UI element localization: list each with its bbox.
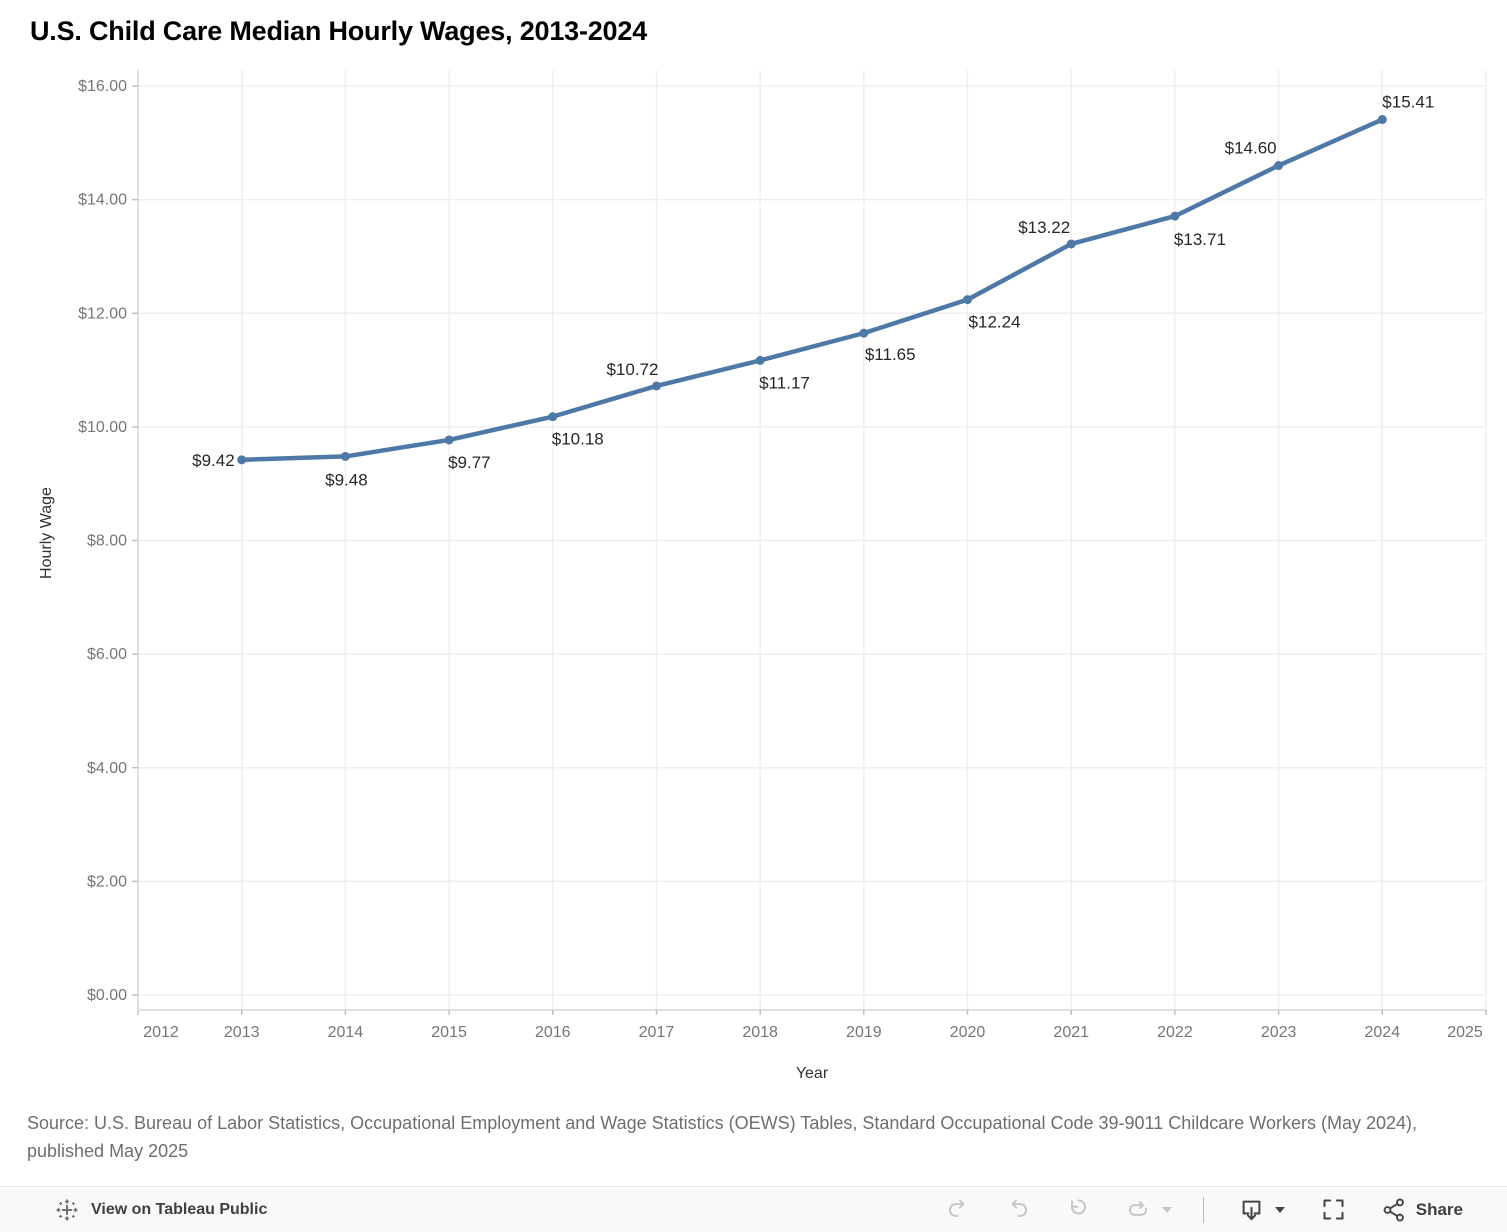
x-axis-tick-label: 2019 xyxy=(846,1024,882,1041)
undo-icon xyxy=(948,1198,965,1217)
y-axis-tick-label: $16.00 xyxy=(78,78,127,95)
footer-toolbar: View on Tableau Public xyxy=(0,1186,1507,1232)
data-point-label: $10.72 xyxy=(606,360,658,379)
data-point[interactable] xyxy=(548,412,558,422)
x-axis-tick-label: 2023 xyxy=(1261,1024,1297,1041)
y-axis-tick-label: $6.00 xyxy=(87,646,127,663)
revert-button[interactable] xyxy=(1065,1197,1091,1223)
wage-line xyxy=(239,117,1385,463)
monitor-download-icon xyxy=(1242,1200,1261,1221)
x-axis-tick-label: 2012 xyxy=(143,1024,179,1041)
data-point[interactable] xyxy=(1066,239,1076,249)
x-axis-tick-label: 2016 xyxy=(535,1024,571,1041)
tableau-logo-icon xyxy=(55,1198,79,1222)
download-button[interactable] xyxy=(1238,1196,1286,1223)
data-point[interactable] xyxy=(859,328,869,338)
chart-title: U.S. Child Care Median Hourly Wages, 201… xyxy=(30,16,648,46)
data-point[interactable] xyxy=(651,381,661,391)
data-point-label: $11.17 xyxy=(759,373,810,392)
data-point-label: $10.18 xyxy=(552,430,604,449)
redo-icon xyxy=(1011,1198,1027,1217)
refresh-icon xyxy=(1128,1200,1147,1216)
y-axis-tick-label: $4.00 xyxy=(87,760,127,777)
caret-down-icon xyxy=(1274,1206,1285,1213)
y-axis-title: Hourly Wage xyxy=(38,487,55,579)
y-axis-tick-label: $12.00 xyxy=(78,305,127,322)
y-axis-tick-label: $2.00 xyxy=(87,873,127,890)
undo-button[interactable] xyxy=(945,1197,971,1223)
view-on-tableau-label: View on Tableau Public xyxy=(91,1200,268,1218)
x-axis-tick-label: 2014 xyxy=(328,1024,364,1041)
data-point-label: $15.41 xyxy=(1382,93,1434,112)
data-point-label: $12.24 xyxy=(969,313,1021,332)
redo-button[interactable] xyxy=(1005,1197,1031,1223)
data-point-label: $9.48 xyxy=(325,470,368,489)
source-note: Source: U.S. Bureau of Labor Statistics,… xyxy=(27,1113,1417,1161)
y-axis-tick-label: $0.00 xyxy=(87,987,127,1004)
data-point-label: $13.71 xyxy=(1174,230,1226,249)
share-icon xyxy=(1383,1198,1404,1221)
data-point[interactable] xyxy=(755,355,765,365)
refresh-dropdown-button[interactable] xyxy=(1161,1206,1173,1214)
y-axis-tick-label: $8.00 xyxy=(87,533,127,550)
x-axis-title: Year xyxy=(796,1065,829,1082)
caret-down-icon xyxy=(1161,1206,1172,1213)
view-on-tableau-link[interactable]: View on Tableau Public xyxy=(55,1198,267,1222)
data-point[interactable] xyxy=(237,455,247,465)
fullscreen-icon xyxy=(1323,1199,1344,1220)
data-point[interactable] xyxy=(340,451,350,461)
data-point-label: $14.60 xyxy=(1225,139,1277,158)
x-axis-tick-label: 2013 xyxy=(224,1024,260,1041)
x-axis-tick-label: 2022 xyxy=(1157,1024,1193,1041)
x-axis-tick-label: 2021 xyxy=(1053,1024,1089,1041)
share-label: Share xyxy=(1415,1199,1463,1219)
wage-line-chart[interactable]: $0.00 $2.00 $4.00 $6.00 $8.00 $10.00 $12.00 $14… xyxy=(0,0,1507,1100)
data-point[interactable] xyxy=(1170,211,1180,221)
revert-icon xyxy=(1070,1198,1086,1214)
y-axis-tick-label: $14.00 xyxy=(78,192,127,209)
x-axis-tick-label: 2025 xyxy=(1447,1024,1483,1041)
fullscreen-button[interactable] xyxy=(1320,1196,1347,1223)
data-point-label: $11.65 xyxy=(865,345,916,364)
data-point[interactable] xyxy=(1377,115,1387,125)
refresh-button[interactable] xyxy=(1125,1197,1151,1223)
x-axis-tick-label: 2017 xyxy=(639,1024,675,1041)
toolbar-divider xyxy=(1202,1196,1204,1223)
data-point[interactable] xyxy=(1274,161,1284,171)
x-axis-tick-label: 2018 xyxy=(742,1024,778,1041)
x-axis-tick-label: 2015 xyxy=(431,1024,467,1041)
share-button[interactable]: Share xyxy=(1381,1197,1463,1223)
data-point-label: $13.22 xyxy=(1018,218,1070,237)
y-axis-tick-label: $10.00 xyxy=(78,419,127,436)
toolbar-actions: Share xyxy=(911,1196,1463,1223)
x-axis-tick-label: 2024 xyxy=(1365,1024,1401,1041)
data-point-label: $9.77 xyxy=(448,453,491,472)
data-point[interactable] xyxy=(963,295,973,305)
data-point[interactable] xyxy=(444,435,454,445)
x-axis-tick-label: 2020 xyxy=(950,1024,986,1041)
data-point-label: $9.42 xyxy=(192,451,235,470)
